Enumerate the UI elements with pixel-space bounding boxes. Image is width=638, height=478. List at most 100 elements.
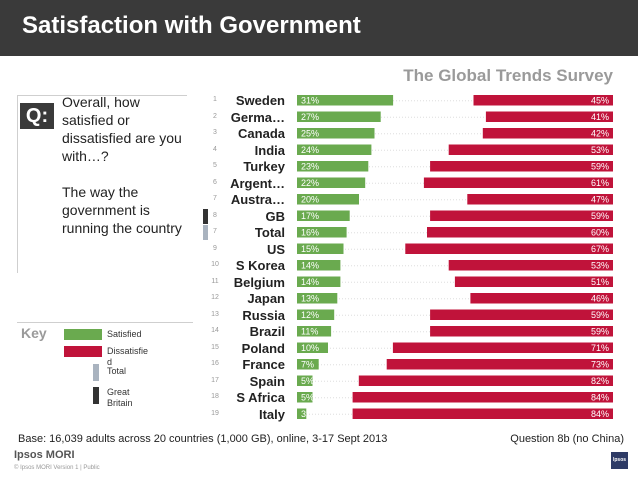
label-satisfied: 15% <box>301 244 319 254</box>
country-label: Belgium <box>233 274 285 290</box>
label-dissatisfied: 59% <box>591 162 609 172</box>
country-label: Poland <box>241 340 285 356</box>
bar-satisfied <box>297 359 319 370</box>
rank-number: 15 <box>211 343 219 351</box>
question-panel <box>17 95 187 273</box>
bar-dissatisfied <box>392 342 613 353</box>
label-dissatisfied: 53% <box>591 261 609 271</box>
country-label: Brazil <box>249 324 285 339</box>
country-label: Russia <box>242 307 285 323</box>
country-label: S Africa <box>236 390 285 405</box>
bar-satisfied <box>297 392 313 403</box>
rank-number: 16 <box>211 360 219 367</box>
question-badge: Q: <box>20 103 54 129</box>
bar-satisfied <box>297 227 347 238</box>
label-dissatisfied: 41% <box>591 112 609 122</box>
bar-dissatisfied <box>470 293 613 304</box>
label-satisfied: 16% <box>301 228 319 238</box>
brand-logo: Ipsos <box>611 452 628 469</box>
country-label: Italy <box>258 406 285 422</box>
key-label-total: Total <box>107 366 127 376</box>
label-dissatisfied: 46% <box>591 294 609 304</box>
bar-dissatisfied <box>467 194 613 205</box>
bar-satisfied <box>297 260 341 271</box>
bar-dissatisfied <box>358 375 613 386</box>
country-label: US <box>266 241 285 257</box>
bar-dissatisfied <box>423 177 613 188</box>
label-dissatisfied: 61% <box>591 178 609 188</box>
label-dissatisfied: 84% <box>591 393 609 403</box>
rank-number: 11 <box>211 277 219 285</box>
bar-dissatisfied <box>430 326 613 337</box>
page-title: Satisfaction with Government <box>22 12 361 39</box>
rank-number: 1 <box>213 96 217 103</box>
question-reference: Question 8b (no China) <box>510 433 624 445</box>
label-satisfied: 3 <box>301 409 306 419</box>
country-label: Germa… <box>230 109 285 125</box>
label-dissatisfied: 71% <box>591 343 609 353</box>
key-title: Key <box>21 325 47 341</box>
label-dissatisfied: 67% <box>591 244 609 254</box>
label-dissatisfied: 73% <box>591 360 609 370</box>
brand-name: Ipsos MORI <box>14 449 75 461</box>
bar-dissatisfied <box>482 128 613 139</box>
rank-number: 7 <box>213 195 217 202</box>
bar-dissatisfied <box>427 227 613 238</box>
country-label: Spain <box>249 373 285 389</box>
label-satisfied: 12% <box>301 310 319 320</box>
label-satisfied: 24% <box>301 145 319 155</box>
country-label: Japan <box>247 291 285 306</box>
bar-satisfied <box>297 243 344 254</box>
label-satisfied: 10% <box>301 343 319 353</box>
rank-number: 19 <box>211 409 219 417</box>
label-dissatisfied: 51% <box>591 277 609 287</box>
label-satisfied: 13% <box>301 294 319 304</box>
label-satisfied: 11% <box>301 327 318 337</box>
rank-number: 17 <box>211 376 219 384</box>
question-subtext: The way the government is running the co… <box>62 184 182 236</box>
rank-number: 13 <box>211 310 219 318</box>
bar-dissatisfied <box>430 309 613 320</box>
country-label: Turkey <box>243 159 285 174</box>
label-satisfied: 7% <box>301 360 314 370</box>
country-label: France <box>242 357 285 372</box>
rank-number: 9 <box>213 244 217 252</box>
bar-dissatisfied <box>405 243 613 254</box>
label-dissatisfied: 60% <box>591 228 609 238</box>
label-satisfied: 25% <box>301 129 319 139</box>
gb-marker <box>203 208 208 224</box>
bar-satisfied <box>297 161 369 172</box>
key-label-great-britain: Great Britain <box>107 387 133 408</box>
rank-number: 8 <box>213 211 217 219</box>
bar-dissatisfied <box>430 161 613 172</box>
label-satisfied: 5% <box>301 393 314 403</box>
bar-dissatisfied <box>485 111 613 122</box>
label-dissatisfied: 45% <box>591 96 609 106</box>
country-label: Total <box>254 225 285 240</box>
label-satisfied: 14% <box>301 261 319 271</box>
bar-satisfied <box>297 276 341 287</box>
label-satisfied: 23% <box>301 162 319 172</box>
rank-number: 6 <box>213 178 217 186</box>
label-dissatisfied: 47% <box>591 195 609 205</box>
country-label: Austra… <box>230 192 285 207</box>
bar-dissatisfied <box>430 210 613 221</box>
label-dissatisfied: 82% <box>591 376 609 386</box>
bar-satisfied <box>297 111 381 122</box>
label-satisfied: 22% <box>301 178 319 188</box>
key-label-dissatisfied: Dissatisfie d <box>107 346 149 367</box>
bar-satisfied <box>297 342 328 353</box>
rank-number: 4 <box>213 145 217 153</box>
key-swatch-total <box>93 364 99 381</box>
label-satisfied: 5% <box>301 376 314 386</box>
label-dissatisfied: 53% <box>591 145 609 155</box>
bar-satisfied <box>297 375 313 386</box>
rank-number: 3 <box>213 129 217 136</box>
rank-number: 2 <box>213 112 217 120</box>
bar-satisfied <box>297 293 338 304</box>
bar-satisfied <box>297 210 350 221</box>
label-satisfied: 20% <box>301 195 319 205</box>
label-satisfied: 17% <box>301 211 319 221</box>
bar-dissatisfied <box>352 392 613 403</box>
question-text: Overall, how satisfied or dissatisfied a… <box>62 94 182 164</box>
